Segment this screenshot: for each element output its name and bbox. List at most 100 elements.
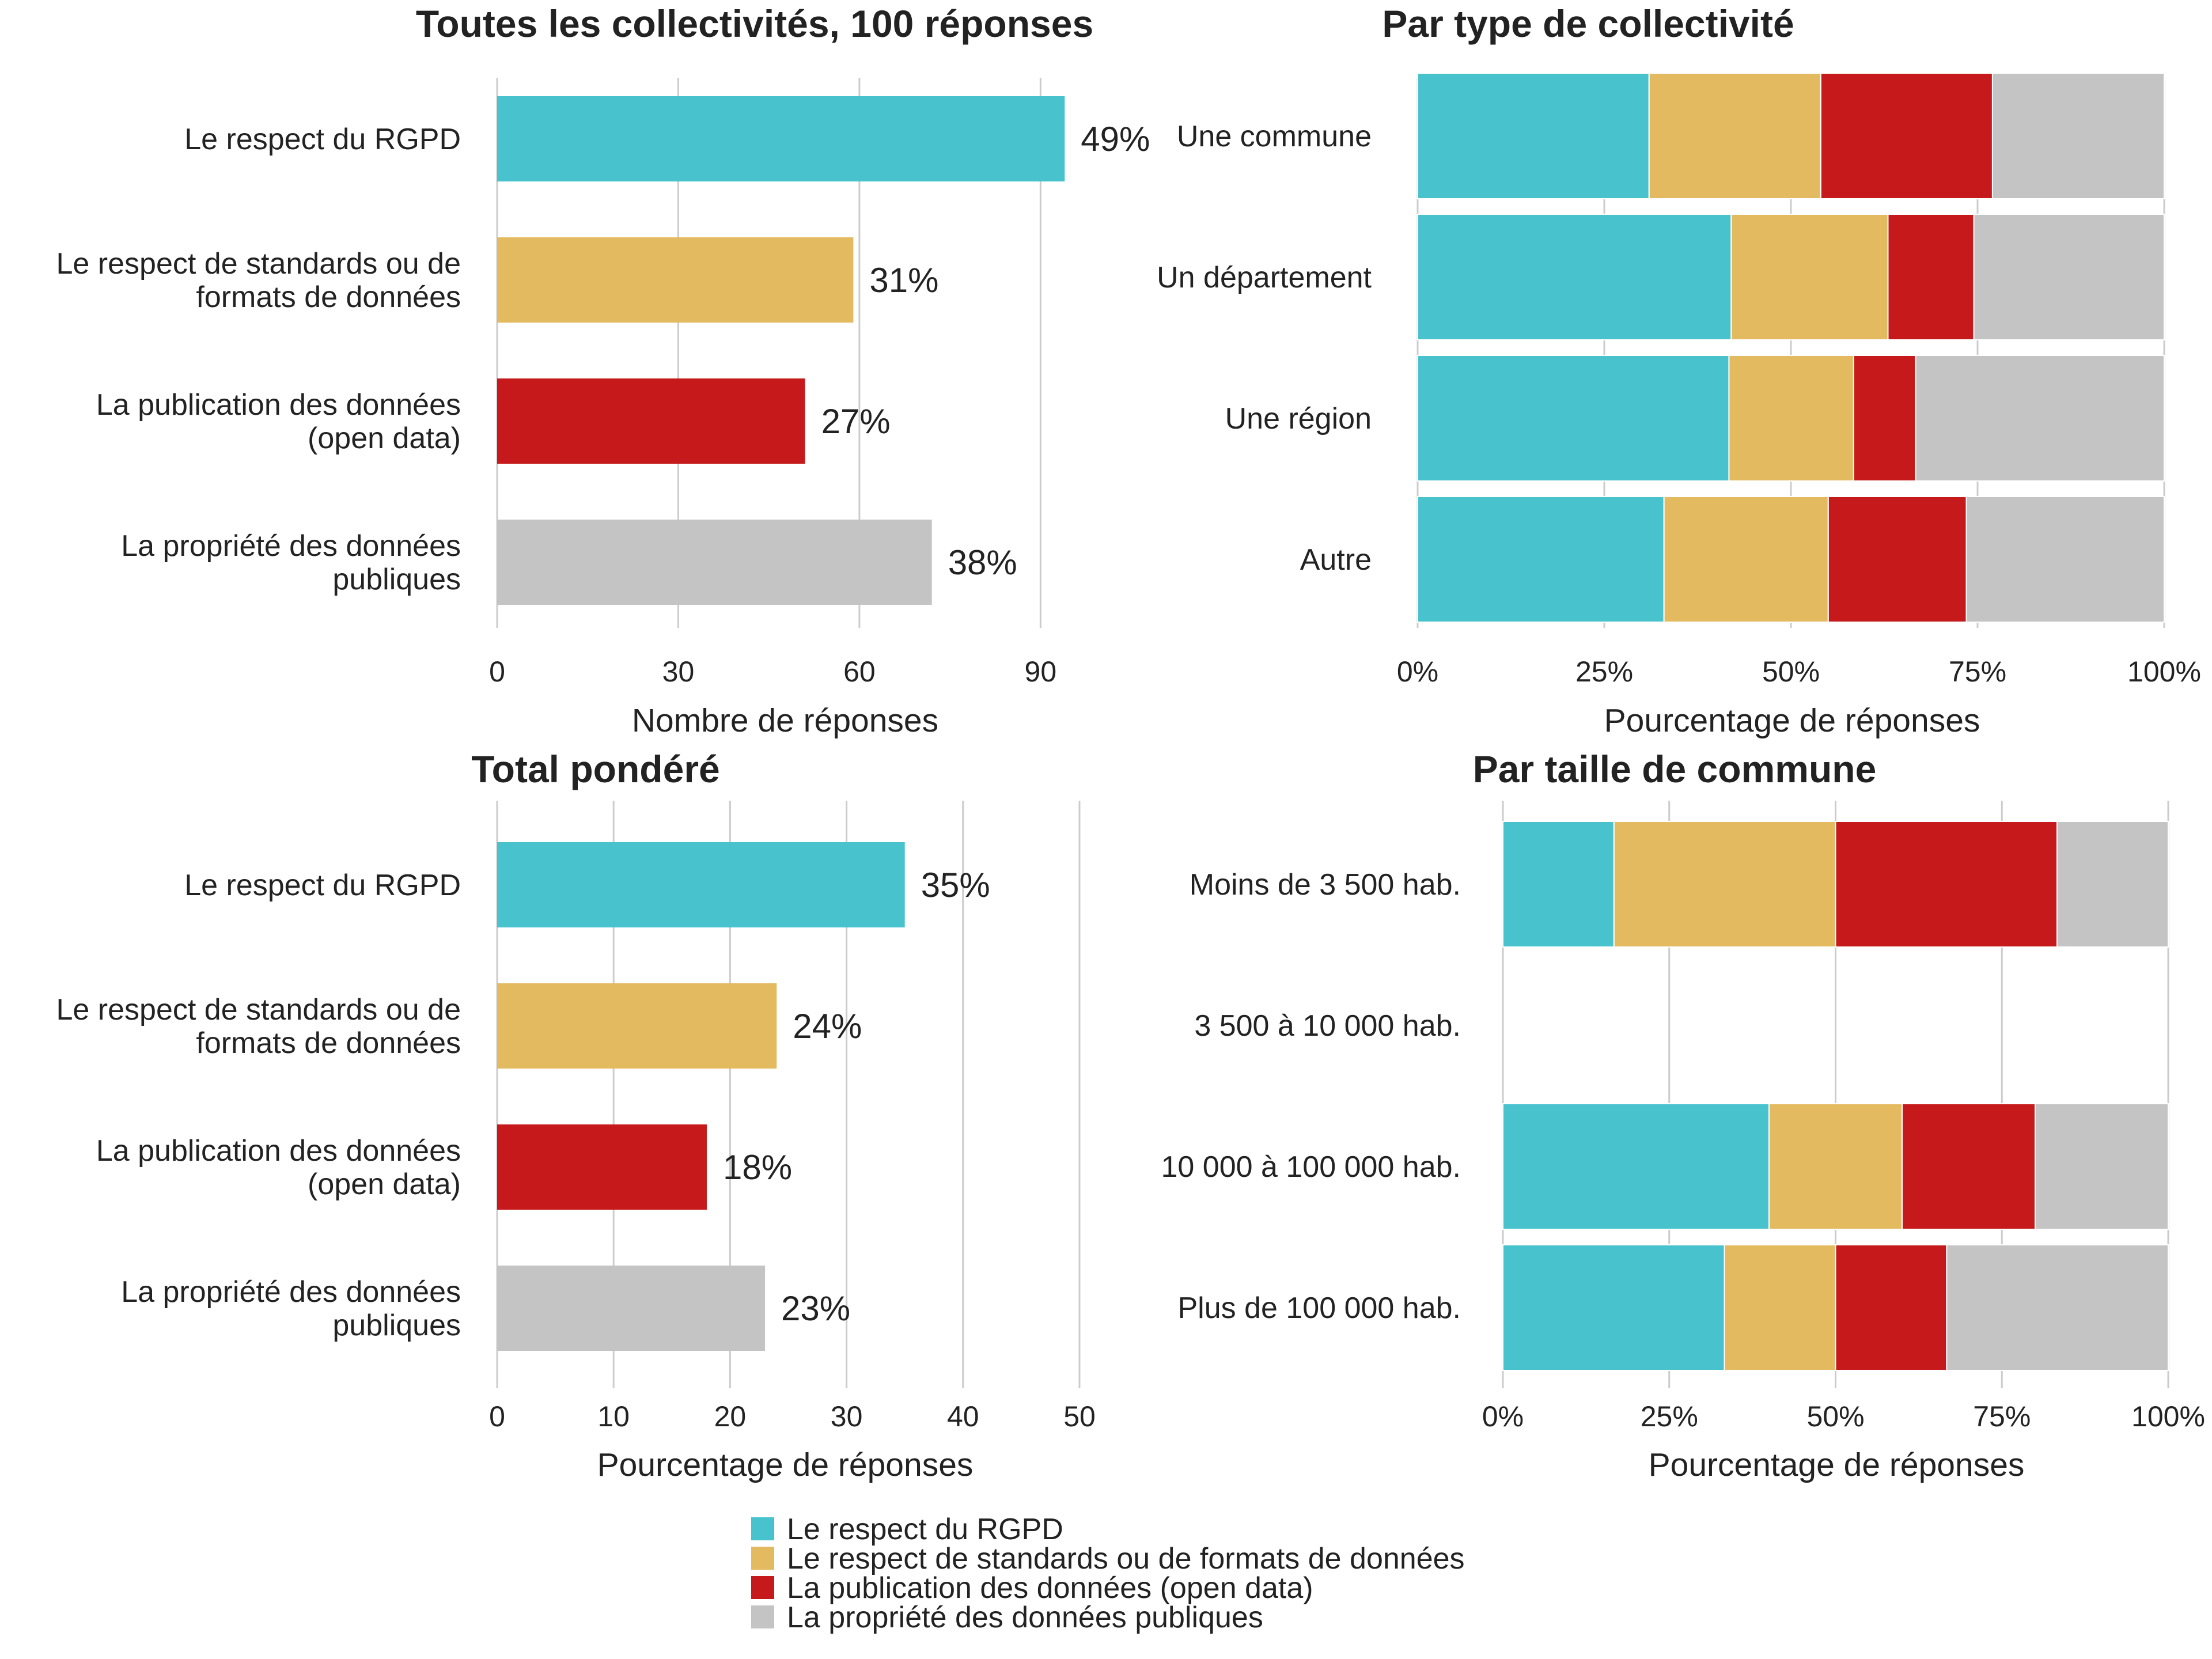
category-label-line: Moins de 3 500 hab.: [1190, 868, 1461, 902]
bar-segment: [1887, 214, 1975, 340]
bar-segment: [1724, 1244, 1836, 1371]
bar-segment: [1902, 1103, 2036, 1230]
x-tick-label: 30: [831, 1400, 863, 1433]
bar: [497, 1266, 766, 1351]
category-label: Plus de 100 000 hab.: [1177, 1291, 1461, 1325]
category-label-line: publiques: [332, 563, 461, 596]
x-tick-label: 0: [489, 1400, 505, 1433]
bar-value-label: 18%: [723, 1148, 792, 1187]
bar-segment: [1648, 73, 1821, 199]
x-tick-label: 90: [1025, 656, 1057, 688]
category-label-line: (open data): [308, 1168, 461, 1201]
x-tick-label: 100%: [2127, 656, 2201, 688]
x-axis-label: Nombre de réponses: [632, 702, 938, 739]
bar-segment: [1915, 355, 2165, 482]
bar-segment: [1417, 496, 1665, 623]
bar-segment: [1946, 1244, 2169, 1371]
category-label: Le respect de standards ou de formats de …: [56, 993, 461, 1060]
category-label-line: (open data): [308, 422, 461, 455]
x-axis-label: Pourcentage de réponses: [1649, 1446, 2025, 1483]
bar-segment: [1417, 355, 1730, 482]
legend-label: La publication des données (open data): [787, 1571, 1313, 1605]
x-tick-label: 40: [947, 1400, 979, 1433]
bar-segment: [1502, 1103, 1770, 1230]
category-label-line: La propriété des données: [121, 529, 461, 563]
legend-swatch: [751, 1517, 774, 1540]
bar-segment: [1835, 821, 2058, 948]
x-tick-label: 50: [1063, 1400, 1096, 1433]
legend-label: La propriété des données publiques: [787, 1601, 1263, 1634]
x-axis-label: Pourcentage de réponses: [597, 1446, 974, 1483]
x-tick-label: 20: [714, 1400, 747, 1433]
category-label: La propriété des données publiques: [121, 529, 461, 596]
bar-segment: [1417, 73, 1650, 199]
panel-all-collectivities: Toutes les collectivités, 100 réponses 0 3…: [56, 2, 1150, 739]
x-tick-label: 30: [662, 656, 695, 688]
chart-title: Par taille de commune: [1473, 748, 1877, 790]
bar-segment: [1417, 214, 1732, 340]
legend-swatch: [751, 1576, 774, 1599]
chart-title: Toutes les collectivités, 100 réponses: [416, 2, 1093, 45]
bar-segment: [1991, 73, 2165, 199]
x-tick-label: 0: [489, 656, 505, 688]
x-tick-label: 60: [843, 656, 876, 688]
x-tick-label: 25%: [1641, 1400, 1698, 1433]
bar-segment: [1853, 355, 1916, 482]
bar-segment: [1730, 214, 1889, 340]
x-tick-label: 75%: [1949, 656, 2006, 688]
bar-segment: [1835, 1244, 1948, 1371]
category-label: La publication des données (open data): [96, 388, 461, 455]
category-label-line: Plus de 100 000 hab.: [1177, 1291, 1461, 1325]
bar-segment: [2056, 821, 2169, 948]
bar-segment: [1663, 496, 1829, 623]
category-label-line: Une région: [1225, 402, 1372, 435]
category-label-line: Le respect de standards ou de: [56, 247, 461, 281]
x-tick-label: 10: [597, 1400, 630, 1433]
x-axis-label: Pourcentage de réponses: [1604, 702, 1980, 739]
x-tick-label: 100%: [2131, 1400, 2205, 1433]
category-label: Moins de 3 500 hab.: [1190, 868, 1461, 902]
x-tick-label: 50%: [1762, 656, 1820, 688]
legend-label: Le respect du RGPD: [787, 1513, 1063, 1546]
bar-segment: [1973, 214, 2165, 340]
bar: [497, 96, 1065, 181]
category-label-line: Un département: [1157, 261, 1372, 294]
legend-swatch: [751, 1547, 774, 1570]
category-label: Autre: [1300, 543, 1372, 577]
bar-segment: [1768, 1103, 1903, 1230]
bar-value-label: 23%: [781, 1289, 850, 1328]
bar-value-label: 35%: [921, 866, 990, 904]
category-label-line: La propriété des données: [121, 1275, 461, 1309]
category-label-line: Le respect du RGPD: [184, 123, 461, 156]
category-label-line: Le respect de standards ou de: [56, 993, 461, 1027]
x-tick-label: 0%: [1482, 1400, 1524, 1433]
bar-segment: [1965, 496, 2165, 623]
category-label: Le respect de standards ou de formats de …: [56, 247, 461, 314]
legend-label: Le respect de standards ou de formats de…: [787, 1542, 1465, 1575]
bar: [497, 842, 905, 927]
category-label-line: 3 500 à 10 000 hab.: [1194, 1009, 1461, 1043]
category-label: La publication des données (open data): [96, 1134, 461, 1201]
bar: [497, 983, 777, 1069]
x-tick-label: 50%: [1806, 1400, 1864, 1433]
bar-value-label: 27%: [821, 402, 891, 441]
x-tick-label: 0%: [1397, 656, 1438, 688]
chart-title: Par type de collectivité: [1382, 2, 1794, 45]
bar-segment: [1613, 821, 1836, 948]
category-label-line: 10 000 à 100 000 hab.: [1161, 1150, 1461, 1184]
panel-by-commune-size: Par taille de commune 0% 25% 50% 75% 100% Pour…: [1161, 748, 2205, 1483]
category-label: Le respect du RGPD: [184, 123, 461, 156]
category-label-line: Autre: [1300, 543, 1372, 577]
category-label: La propriété des données publiques: [121, 1275, 461, 1342]
bar-segment: [1728, 355, 1854, 482]
bar-value-label: 24%: [793, 1007, 862, 1046]
category-label: Une commune: [1177, 120, 1372, 153]
x-tick-label: 25%: [1575, 656, 1633, 688]
category-label-line: Le respect du RGPD: [184, 869, 461, 902]
category-label-line: formats de données: [196, 281, 461, 314]
category-label: Un département: [1157, 261, 1372, 294]
bar-segment: [1502, 821, 1615, 948]
bar: [497, 237, 854, 323]
